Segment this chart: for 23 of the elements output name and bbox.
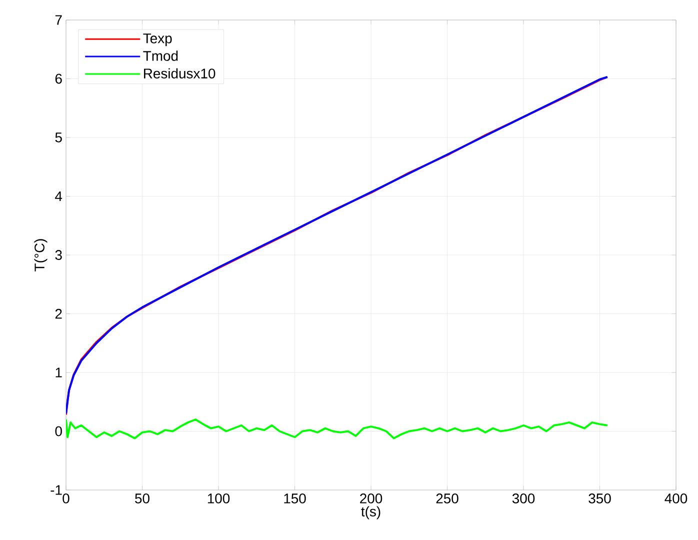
y-axis-title: T(°C)	[34, 239, 48, 272]
x-tick-label: 350	[588, 494, 611, 504]
x-tick-label: 250	[436, 494, 458, 504]
x-tick-label: 0	[62, 494, 70, 504]
x-tick-label: 400	[664, 494, 688, 504]
legend-label: Texp	[143, 34, 172, 46]
y-tick-label: 4	[55, 191, 62, 202]
y-tick-label: 7	[55, 15, 62, 25]
y-tick-label: -1	[50, 485, 62, 495]
x-tick-label: 50	[135, 494, 150, 504]
x-tick-label: 100	[208, 494, 230, 504]
legend-label: Residusx10	[144, 68, 216, 78]
y-tick-label: 3	[55, 250, 62, 260]
x-axis-title: t(s)	[361, 506, 380, 520]
x-tick-label: 200	[360, 494, 382, 504]
y-tick-label: 2	[55, 308, 62, 319]
x-tick-label: 150	[284, 494, 306, 504]
y-tick-label: 0	[55, 426, 62, 436]
x-tick-label: 300	[512, 494, 535, 504]
legend-label: Tmod	[143, 50, 178, 61]
y-tick-label: 5	[55, 132, 62, 142]
y-tick-label: 6	[55, 74, 62, 84]
y-tick-label: 1	[56, 368, 62, 378]
